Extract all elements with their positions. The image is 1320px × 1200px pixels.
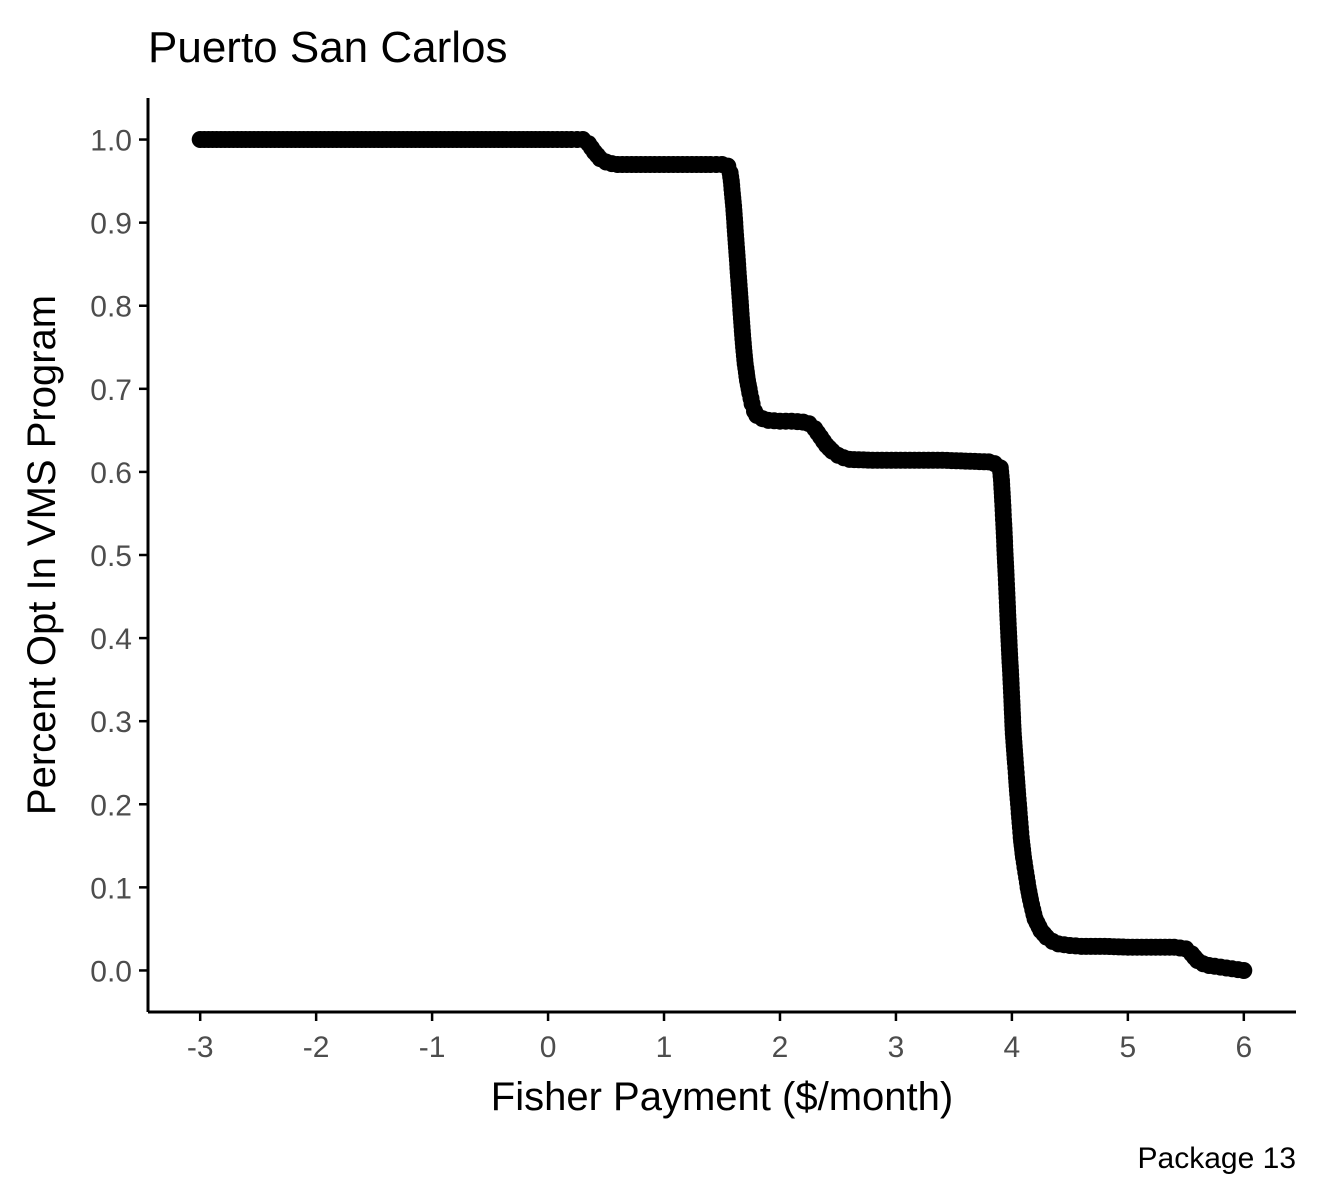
plot-area [191,131,1253,979]
y-tick-label: 0.3 [90,706,132,739]
y-tick-label: 0.5 [90,540,132,573]
x-tick-label: 0 [540,1031,557,1064]
data-point [1235,962,1253,979]
x-tick-label: 4 [1004,1031,1021,1064]
y-tick-label: 0.4 [90,623,132,656]
x-tick-label: -1 [419,1031,446,1064]
y-tick-label: 0.9 [90,208,132,241]
y-tick-label: 0.7 [90,374,132,407]
x-tick-label: -2 [303,1031,330,1064]
x-tick-label: 2 [772,1031,789,1064]
y-tick-label: 0.6 [90,457,132,490]
y-tick-label: 1.0 [90,125,132,158]
data-points [191,131,1253,979]
y-tick-label: 0.0 [90,955,132,988]
x-tick-label: -3 [187,1031,214,1064]
series-line [200,138,1245,972]
x-axis-label: Fisher Payment ($/month) [491,1075,953,1119]
y-tick-label: 0.8 [90,291,132,324]
x-tick-label: 3 [888,1031,905,1064]
x-tick-label: 1 [656,1031,673,1064]
chart-caption: Package 13 [1138,1142,1296,1175]
y-axis-label: Percent Opt In VMS Program [20,295,64,815]
x-tick-label: 6 [1235,1031,1252,1064]
chart-title: Puerto San Carlos [148,23,508,72]
y-tick-label: 0.2 [90,789,132,822]
y-axis-ticks: 0.0 0.1 0.2 0.3 0.4 0.5 0.6 0.7 0.8 0.9 1.0 [90,125,148,988]
x-axis-ticks: -3 -2 -1 0 1 2 3 4 5 6 [187,1012,1252,1064]
x-tick-label: 5 [1120,1031,1137,1064]
y-tick-label: 0.1 [90,872,132,905]
